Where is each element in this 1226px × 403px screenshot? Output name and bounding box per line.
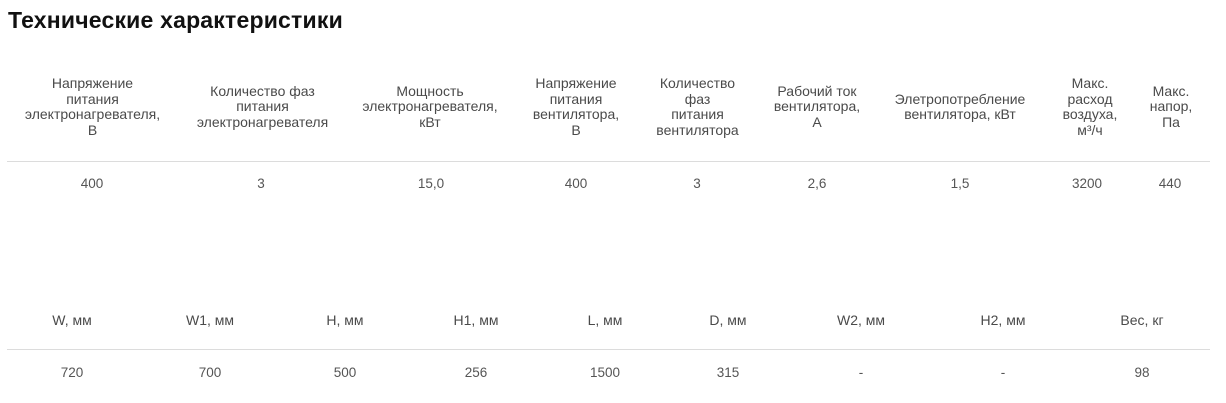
- value-w2: -: [858, 365, 864, 380]
- value-fan-current: 2,6: [807, 176, 827, 191]
- value-fan-consumption: 1,5: [950, 176, 970, 191]
- value-h1: 256: [464, 365, 488, 380]
- header-d: D, мм: [709, 312, 747, 328]
- header-weight: Вес, кг: [1120, 312, 1164, 328]
- header-fan-current: Рабочий ток вентилятора, А: [773, 82, 861, 130]
- value-d: 315: [716, 365, 740, 380]
- header-h1: H1, мм: [453, 312, 499, 328]
- header-fan-phases: Количество фаз питания вентилятора: [656, 75, 739, 138]
- value-heater-power: 15,0: [417, 176, 445, 191]
- value-heater-phases: 3: [257, 176, 265, 191]
- value-max-airflow: 3200: [1071, 176, 1103, 191]
- value-w1: 700: [198, 365, 222, 380]
- header-max-pressure: Макс. напор, Па: [1149, 82, 1193, 130]
- header-heater-power: Мощность электронагревателя, кВт: [362, 82, 498, 130]
- table2-separator: [7, 349, 1210, 350]
- value-w: 720: [60, 365, 84, 380]
- header-w2: W2, мм: [836, 312, 886, 328]
- header-heater-phases: Количество фаз питания электронагревател…: [196, 82, 329, 130]
- header-max-airflow: Макс. расход воздуха, м³/ч: [1062, 75, 1118, 138]
- page-title: Технические характеристики: [8, 7, 343, 33]
- value-l: 1500: [589, 365, 621, 380]
- value-h: 500: [333, 365, 357, 380]
- table1-separator: [7, 161, 1210, 162]
- header-l: L, мм: [587, 312, 623, 328]
- header-fan-consumption: Элетропотребление вентилятора, кВт: [894, 90, 1026, 122]
- value-weight: 98: [1134, 365, 1150, 380]
- header-heater-voltage: Напряжение питания электронагревателя, В: [24, 75, 161, 138]
- header-w1: W1, мм: [185, 312, 235, 328]
- header-w: W, мм: [52, 312, 92, 328]
- value-max-pressure: 440: [1158, 176, 1182, 191]
- value-h2: -: [1000, 365, 1006, 380]
- value-heater-voltage: 400: [80, 176, 104, 191]
- header-h2: H2, мм: [980, 312, 1026, 328]
- header-fan-voltage: Напряжение питания вентилятора, В: [532, 75, 620, 138]
- header-h: H, мм: [326, 312, 364, 328]
- value-fan-voltage: 400: [564, 176, 588, 191]
- value-fan-phases: 3: [693, 176, 701, 191]
